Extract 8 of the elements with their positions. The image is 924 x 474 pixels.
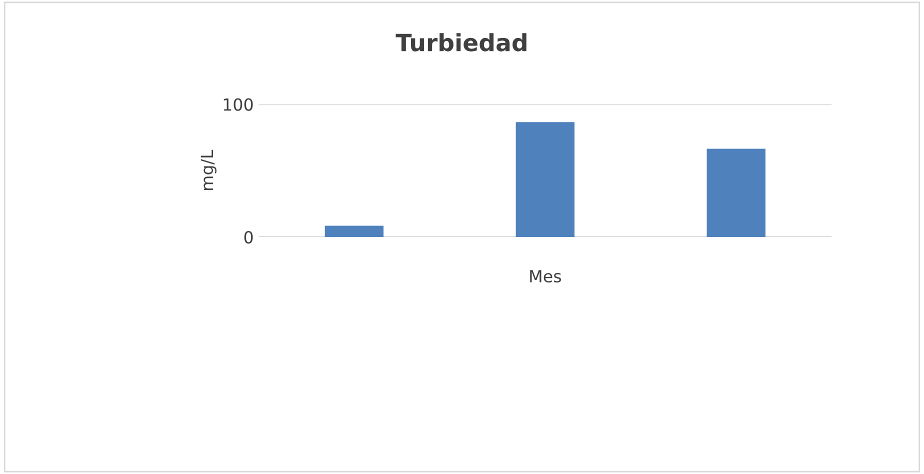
x-axis-title: Mes: [530, 270, 562, 283]
bar: [324, 226, 384, 237]
bar: [516, 122, 574, 237]
bar: [706, 148, 766, 237]
chart-title: Turbiedad: [396, 33, 526, 52]
y-tick-label: 100: [224, 98, 253, 111]
y-axis-title: mg/L: [200, 150, 216, 190]
y-tick-label: 0: [244, 230, 253, 244]
